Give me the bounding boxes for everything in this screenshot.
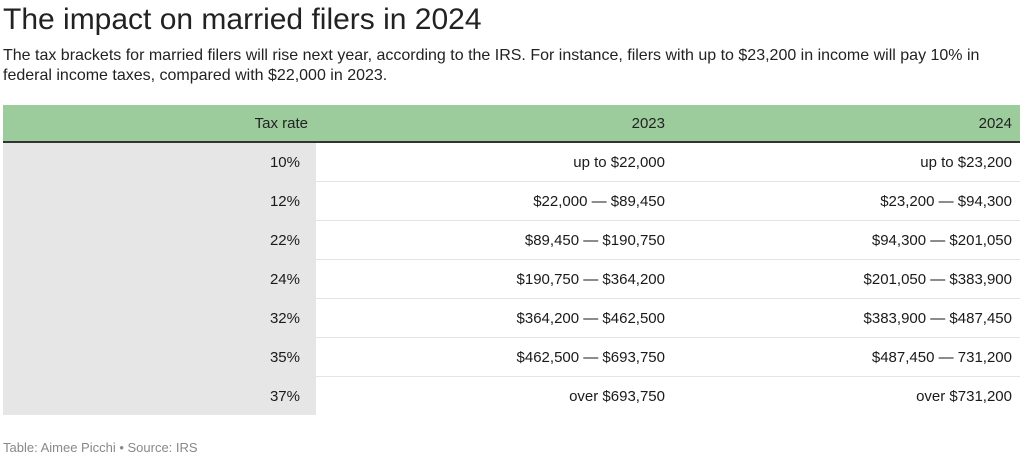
- chart-subtitle: The tax brackets for married filers will…: [3, 47, 980, 84]
- table-row: 32% $364,200 — $462,500 $383,900 — $487,…: [3, 298, 1020, 338]
- table-row: 12% $22,000 — $89,450 $23,200 — $94,300: [3, 181, 1020, 221]
- cell-tax-rate: 32%: [3, 298, 316, 338]
- table-row: 24% $190,750 — $364,200 $201,050 — $383,…: [3, 259, 1020, 299]
- cell-2024: up to $23,200: [673, 142, 1020, 182]
- table-row: 10% up to $22,000 up to $23,200: [3, 142, 1020, 182]
- table-body: 10% up to $22,000 up to $23,200 12% $22,…: [3, 142, 1020, 415]
- cell-2024: $23,200 — $94,300: [673, 181, 1020, 221]
- cell-2023: up to $22,000: [316, 142, 673, 182]
- table-row: 22% $89,450 — $190,750 $94,300 — $201,05…: [3, 220, 1020, 260]
- cell-2024: $487,450 — 731,200: [673, 337, 1020, 377]
- cell-2023: $22,000 — $89,450: [316, 181, 673, 221]
- cell-tax-rate: 35%: [3, 337, 316, 377]
- tax-bracket-table: Tax rate 2023 2024 10% up to $22,000 up …: [3, 105, 1020, 415]
- cell-tax-rate: 22%: [3, 220, 316, 260]
- cell-2023: $190,750 — $364,200: [316, 259, 673, 299]
- table-row: 37% over $693,750 over $731,200: [3, 376, 1020, 415]
- cell-2024: $94,300 — $201,050: [673, 220, 1020, 260]
- cell-tax-rate: 24%: [3, 259, 316, 299]
- table-header: Tax rate 2023 2024: [3, 105, 1020, 143]
- chart-title: The impact on married filers in 2024: [3, 3, 482, 36]
- header-row: Tax rate 2023 2024: [3, 105, 1020, 143]
- cell-2023: $364,200 — $462,500: [316, 298, 673, 338]
- cell-2024: $383,900 — $487,450: [673, 298, 1020, 338]
- source-credit: Table: Aimee Picchi • Source: IRS: [3, 440, 198, 455]
- cell-tax-rate: 12%: [3, 181, 316, 221]
- cell-2024: $201,050 — $383,900: [673, 259, 1020, 299]
- column-header-tax-rate[interactable]: Tax rate: [3, 105, 316, 143]
- cell-tax-rate: 37%: [3, 376, 316, 415]
- tax-bracket-table-container: Tax rate 2023 2024 10% up to $22,000 up …: [3, 105, 1020, 415]
- cell-2024: over $731,200: [916, 387, 1012, 405]
- table-row: 35% $462,500 — $693,750 $487,450 — 731,2…: [3, 337, 1020, 377]
- cell-2023: over $693,750: [569, 387, 665, 405]
- column-header-2023[interactable]: 2023: [316, 105, 673, 143]
- cell-2023: $462,500 — $693,750: [316, 337, 673, 377]
- column-header-2024[interactable]: 2024: [673, 105, 1020, 143]
- cell-2023: $89,450 — $190,750: [316, 220, 673, 260]
- cell-tax-rate: 10%: [3, 142, 316, 182]
